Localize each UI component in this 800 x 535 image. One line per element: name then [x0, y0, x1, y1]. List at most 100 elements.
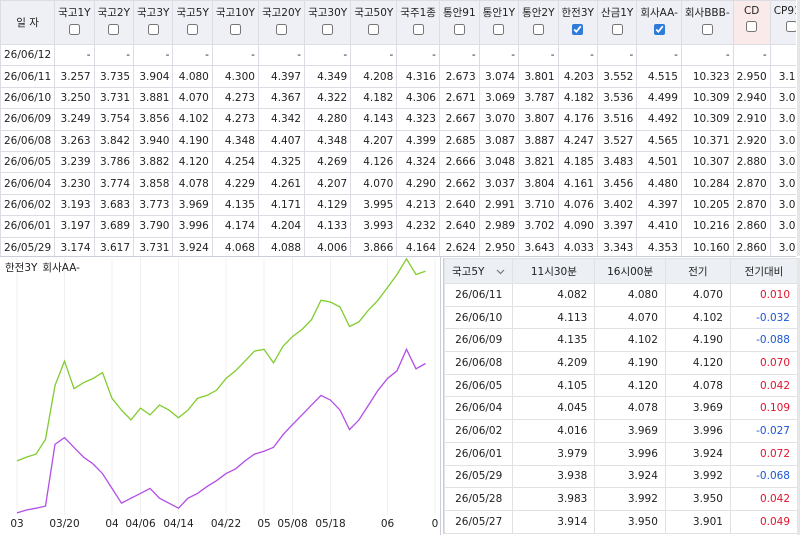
- scrollbar[interactable]: [797, 258, 800, 535]
- series-checkbox[interactable]: [653, 24, 665, 35]
- x-tick-label: 04/14: [163, 518, 194, 530]
- rate-cell: 4.006: [304, 236, 352, 256]
- column-header[interactable]: 국고5Y: [444, 258, 514, 284]
- quote-grid: 국고5Y 11시30분 16시00분 전기 전기대비 26/06/11 4.082 4.080…: [443, 258, 798, 534]
- rate-cell: 2.671: [438, 86, 480, 110]
- rate-cell: 4.207: [350, 129, 398, 152]
- quote-cell: 3.983: [512, 487, 596, 511]
- rate-cell: 2.667: [438, 108, 480, 131]
- column-title: 국고50Y: [354, 7, 394, 19]
- column-header: 회사BBB-: [680, 0, 734, 45]
- rate-cell: 4.126: [350, 150, 398, 174]
- rate-cell: 3.787: [518, 86, 559, 110]
- series-checkbox[interactable]: [187, 24, 199, 35]
- date-cell: 26/06/10: [0, 86, 56, 110]
- rate-cell: 2.860: [732, 215, 771, 238]
- quote-cell: 3.924: [594, 464, 666, 489]
- rate-cell: 4.300: [211, 65, 259, 88]
- quote-cell: 4.135: [512, 328, 596, 353]
- column-header: 국고2Y: [93, 0, 135, 45]
- rate-cell: 3.193: [54, 193, 95, 217]
- series-checkbox[interactable]: [147, 24, 159, 35]
- column-header: 11시30분: [512, 258, 596, 284]
- rate-cell: 3.050: [769, 215, 796, 238]
- series-checkbox[interactable]: [611, 24, 623, 35]
- rate-cell: 4.207: [304, 172, 352, 195]
- rate-cell: 3.731: [133, 236, 174, 256]
- rate-cell: 3.786: [93, 150, 135, 174]
- rate-cell: 4.407: [257, 129, 306, 152]
- column-title: 국고10Y: [215, 7, 255, 19]
- rate-cell: 4.399: [396, 129, 440, 152]
- column-header: 회사AA-: [636, 0, 682, 45]
- rate-cell: 3.643: [518, 236, 559, 256]
- series-checkbox[interactable]: [746, 21, 758, 32]
- rate-cell: 3.048: [478, 150, 520, 174]
- date-cell: 26/06/02: [444, 419, 514, 443]
- data-row: 26/06/08 4.209 4.190 4.120 0.070: [444, 351, 798, 375]
- rate-cell: 4.480: [636, 172, 682, 195]
- series-checkbox[interactable]: [412, 24, 424, 35]
- series-checkbox[interactable]: [276, 24, 288, 35]
- rate-cell: 3.702: [518, 215, 559, 238]
- date-cell: 26/06/08: [444, 351, 514, 375]
- rate-cell: 3.617: [93, 236, 135, 256]
- rate-cell: 4.182: [557, 86, 598, 110]
- quote-cell: 4.190: [594, 351, 666, 375]
- rate-cell: 3.804: [518, 172, 559, 195]
- series-checkbox[interactable]: [322, 24, 334, 35]
- column-title: CD: [743, 5, 760, 17]
- rate-cell: 3.821: [518, 150, 559, 174]
- quote-cell: 0.042: [729, 373, 798, 398]
- dropdown-arrow[interactable]: [496, 269, 505, 275]
- series-checkbox[interactable]: [108, 24, 120, 35]
- date-cell: 26/05/29: [0, 236, 56, 256]
- series-checkbox[interactable]: [532, 24, 544, 35]
- rate-cell: 3.842: [93, 129, 135, 152]
- series-checkbox[interactable]: [368, 24, 380, 35]
- rate-cell: 3.774: [93, 172, 135, 195]
- column-header: 한전3Y: [557, 0, 598, 45]
- quote-cell: 4.078: [664, 373, 731, 398]
- rate-cell: 4.322: [304, 86, 352, 110]
- rate-cell: 4.102: [172, 108, 213, 131]
- data-row: 26/06/10 3.250 3.731 3.881 4.070 4.273 4.367 4.…: [0, 86, 796, 110]
- x-tick-label: 0: [432, 518, 439, 530]
- rate-cell: -: [54, 43, 95, 67]
- column-header: 통안2Y: [518, 0, 559, 45]
- rate-cell: -: [680, 43, 734, 67]
- rate-cell: 4.129: [304, 193, 352, 217]
- rate-cell: 10.309: [680, 108, 734, 131]
- rate-cell: 3.197: [54, 215, 95, 238]
- x-tick-label: 03: [10, 518, 23, 530]
- series-checkbox[interactable]: [493, 24, 505, 35]
- column-header: 국주1종: [396, 0, 440, 45]
- series-checkbox[interactable]: [701, 24, 713, 35]
- column-title: 전기: [688, 265, 708, 278]
- rate-cell: 3.754: [93, 108, 135, 131]
- rate-cell: 4.232: [396, 215, 440, 238]
- column-title: 전기대비: [744, 265, 784, 278]
- series-checkbox[interactable]: [68, 24, 80, 35]
- rate-cell: 4.367: [257, 86, 306, 110]
- series-checkbox[interactable]: [785, 21, 796, 32]
- series-checkbox[interactable]: [572, 24, 584, 35]
- scrollbar[interactable]: [797, 0, 800, 256]
- series-checkbox[interactable]: [453, 24, 465, 35]
- data-row: 26/06/11 4.082 4.080 4.070 0.010: [444, 283, 798, 307]
- rate-cell: 4.120: [172, 150, 213, 174]
- quote-cell: 4.078: [594, 396, 666, 421]
- quote-cell: 3.924: [664, 441, 731, 466]
- column-header: 국고50Y: [350, 0, 398, 45]
- rate-cell: 3.536: [596, 86, 638, 110]
- quote-cell: 4.120: [664, 351, 731, 375]
- rate-cell: 2.870: [732, 193, 771, 217]
- rate-cell: 4.316: [396, 65, 440, 88]
- column-title: 국고20Y: [261, 7, 302, 19]
- rate-cell: 2.662: [438, 172, 480, 195]
- x-tick-label: 04: [105, 518, 119, 530]
- rate-cell: 3.996: [172, 215, 213, 238]
- rate-cell: 4.229: [211, 172, 259, 195]
- rate-cell: 3.090: [769, 86, 796, 110]
- series-checkbox[interactable]: [229, 24, 241, 35]
